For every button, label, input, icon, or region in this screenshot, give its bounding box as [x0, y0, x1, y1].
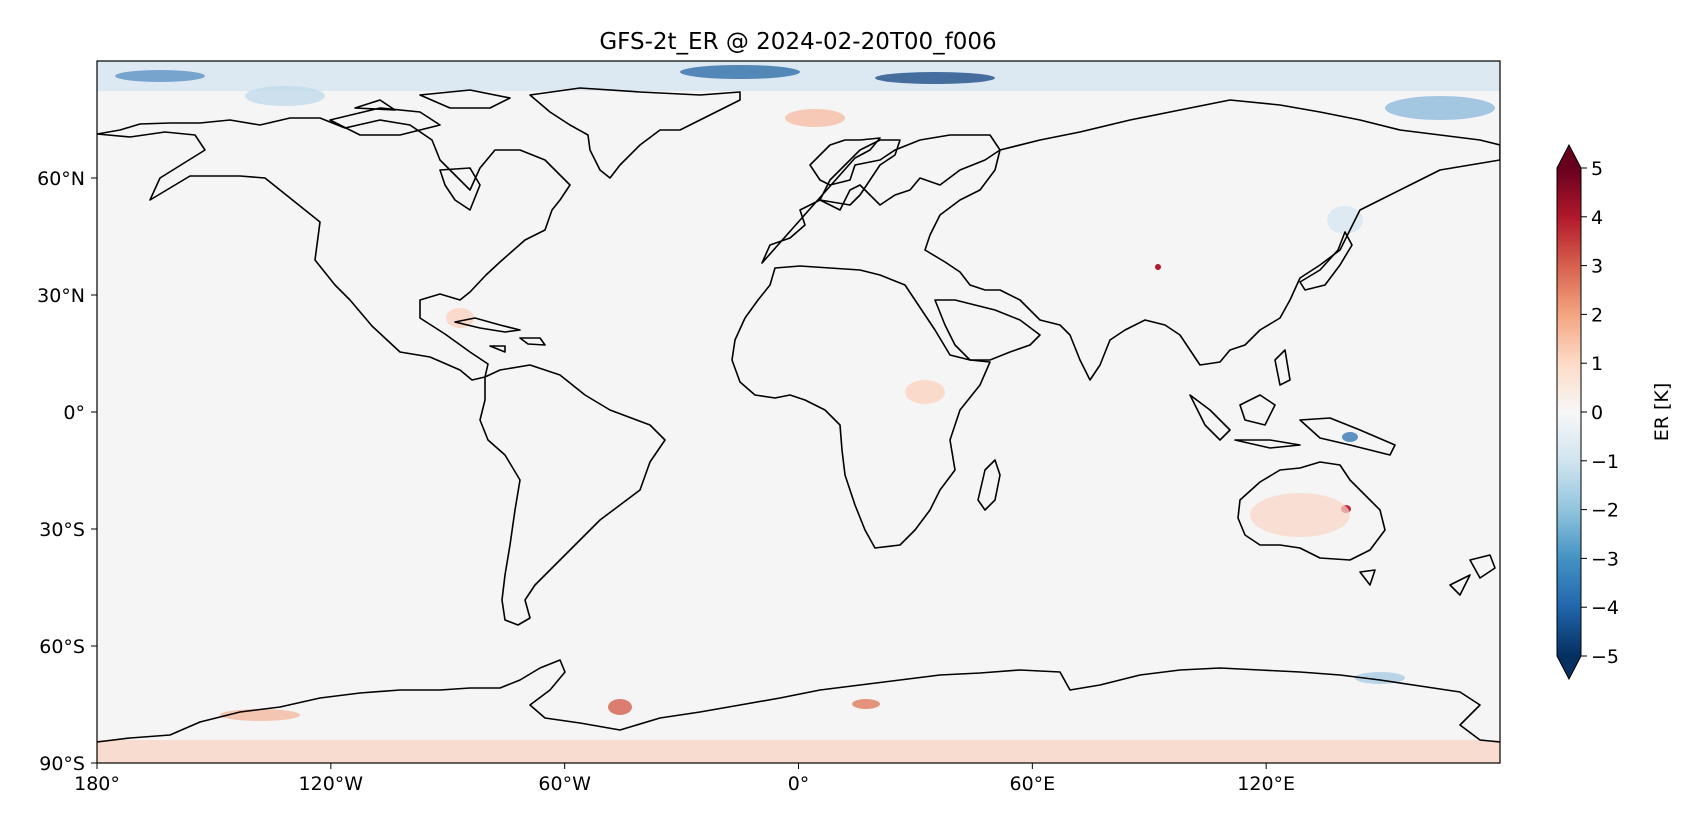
coastlines	[97, 87, 1500, 743]
colorbar-tick-label: 5	[1591, 158, 1603, 180]
arctic-cold-patch	[115, 70, 205, 82]
colorbar-tick-label: 4	[1591, 207, 1603, 229]
coastline-south-america	[479, 364, 666, 626]
colorbar-tick-label: 2	[1591, 304, 1603, 326]
colorbar-extend-min	[1557, 656, 1581, 679]
colorbar-tick-label: −5	[1591, 646, 1619, 668]
x-tick-label: 180°	[74, 773, 120, 795]
x-axis-ticks: 180° 120°W 60°W 0° 60°E 120°E	[74, 763, 1295, 795]
arctic-cold-patch	[680, 65, 800, 79]
coastline-arabia	[934, 299, 1041, 361]
colorbar-label: ER [K]	[1651, 383, 1673, 442]
y-tick-label: 30°S	[39, 519, 85, 541]
warm-patch	[905, 380, 945, 404]
chart-title: GFS-2t_ER @ 2024-02-20T00_f006	[599, 29, 996, 55]
y-tick-label: 30°N	[37, 285, 85, 307]
coastline-africa	[731, 265, 991, 549]
coastline-north-america	[97, 117, 571, 381]
y-tick-label: 60°N	[37, 168, 85, 190]
coastline-tasmania	[1359, 569, 1376, 586]
x-tick-label: 120°E	[1237, 773, 1295, 795]
coastline-arctic-islands	[329, 89, 511, 211]
x-tick-label: 0°	[788, 773, 810, 795]
x-tick-label: 120°W	[299, 773, 364, 795]
antarctic-cold-patch	[1355, 672, 1405, 684]
antarctic-warm-patch	[220, 709, 300, 721]
warm-patch	[1155, 264, 1161, 270]
coastline-caribbean	[454, 317, 546, 353]
colorbar-tick-label: −3	[1591, 548, 1619, 570]
coastline-indonesia	[1189, 349, 1396, 456]
y-tick-label: 90°S	[39, 753, 85, 775]
colorbar-extend-max	[1557, 145, 1581, 168]
arctic-cold-patch	[875, 72, 995, 84]
colorbar-tick-label: −4	[1591, 597, 1619, 619]
arctic-cold-patch	[245, 86, 325, 106]
coastline-europe	[761, 134, 1001, 264]
cold-patch	[1342, 432, 1358, 442]
cold-patch	[1327, 206, 1363, 234]
colorbar-tick-label: 1	[1591, 353, 1603, 375]
coastline-asia	[924, 99, 1500, 381]
coastline-greenland	[529, 87, 741, 179]
colorbar-tick-label: 0	[1591, 402, 1603, 424]
arctic-band	[97, 61, 1500, 91]
y-tick-label: 60°S	[39, 636, 85, 658]
anomaly-field	[97, 61, 1500, 763]
antarctic-warm-patch	[852, 699, 880, 709]
colorbar: 5 4 3 2 1 0 −1 −2 −3 −4 −5 ER [K]	[1556, 143, 1673, 681]
antarctic-band	[97, 740, 1500, 763]
warm-patch	[446, 308, 474, 328]
coastline-japan	[1299, 231, 1353, 291]
x-tick-label: 60°E	[1009, 773, 1055, 795]
map-background	[97, 61, 1500, 763]
warm-patch	[1250, 493, 1350, 537]
colorbar-body	[1557, 168, 1581, 656]
colorbar-tick-label: 3	[1591, 256, 1603, 278]
arctic-cold-patch	[1385, 96, 1495, 120]
y-axis-ticks: 60°N 30°N 0° 30°S 60°S 90°S	[37, 168, 97, 775]
arctic-warm-patch	[785, 109, 845, 127]
coastline-antarctica	[97, 659, 1500, 743]
coastline-new-zealand	[1449, 554, 1496, 596]
antarctic-warm-patch	[608, 699, 632, 715]
colorbar-ticks: 5 4 3 2 1 0 −1 −2 −3 −4 −5	[1581, 158, 1619, 668]
coastline-scandinavia	[819, 139, 901, 206]
colorbar-tick-label: −1	[1591, 451, 1619, 473]
y-tick-label: 0°	[63, 402, 85, 424]
coastline-madagascar	[977, 459, 1001, 511]
colorbar-tick-label: −2	[1591, 500, 1619, 522]
x-tick-label: 60°W	[538, 773, 591, 795]
map-panel: 180° 120°W 60°W 0° 60°E 120°E 60°N30°N0°30°S6…	[37, 60, 1501, 795]
coastline-australia	[1237, 461, 1386, 561]
